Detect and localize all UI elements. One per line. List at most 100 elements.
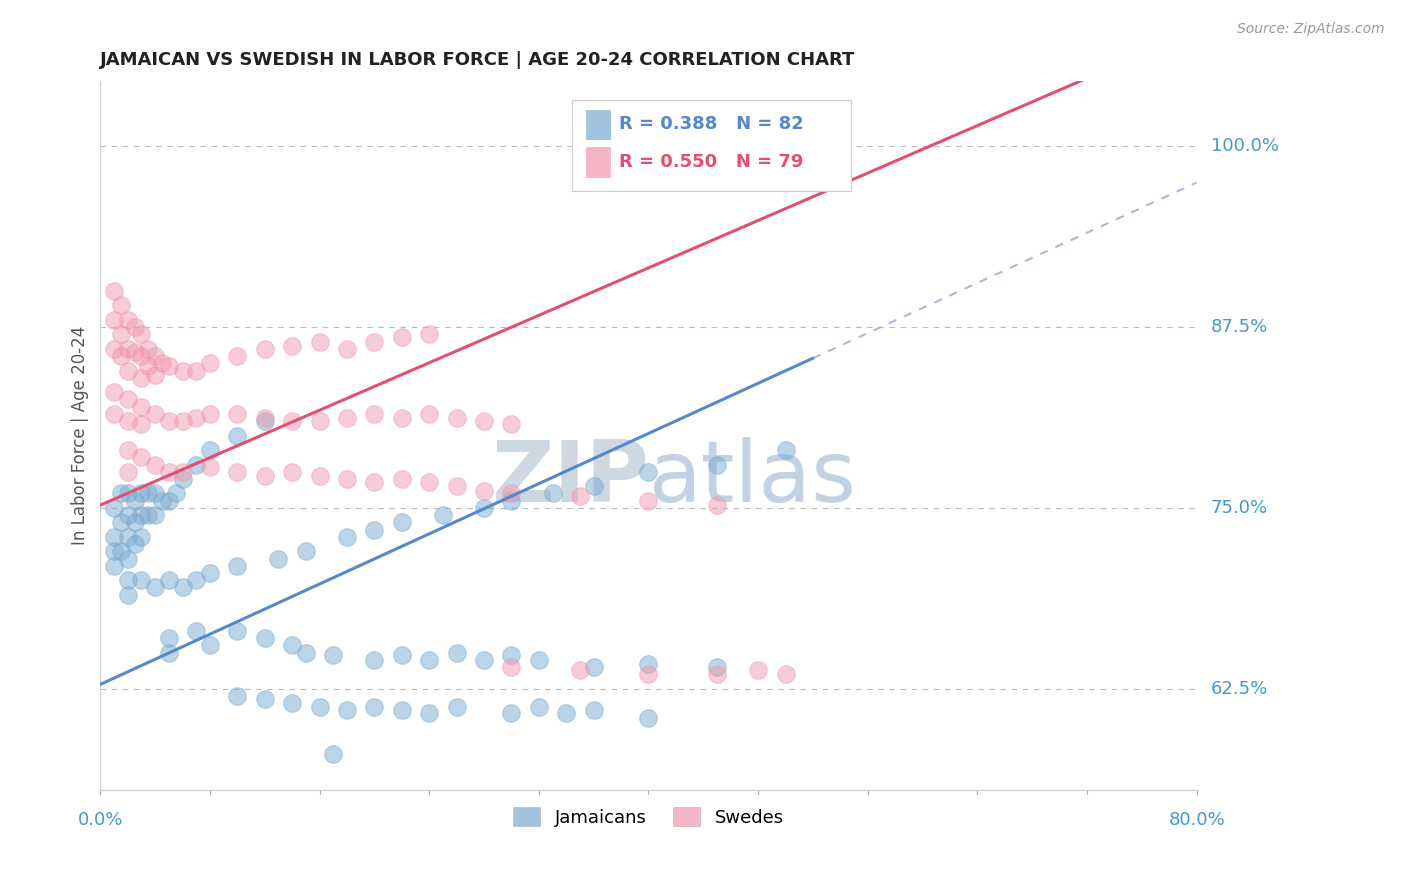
- Point: [391, 472, 413, 486]
- Text: atlas: atlas: [648, 437, 856, 520]
- Point: [117, 588, 139, 602]
- Point: [157, 465, 180, 479]
- Point: [418, 407, 440, 421]
- Text: JAMAICAN VS SWEDISH IN LABOR FORCE | AGE 20-24 CORRELATION CHART: JAMAICAN VS SWEDISH IN LABOR FORCE | AGE…: [100, 51, 856, 69]
- Point: [363, 475, 385, 489]
- Point: [363, 407, 385, 421]
- Point: [172, 465, 194, 479]
- Point: [150, 493, 173, 508]
- Point: [143, 349, 166, 363]
- Point: [472, 414, 495, 428]
- Point: [157, 359, 180, 374]
- Point: [775, 667, 797, 681]
- Point: [582, 703, 605, 717]
- Point: [281, 638, 304, 652]
- Point: [136, 486, 159, 500]
- Point: [706, 660, 728, 674]
- Point: [103, 530, 125, 544]
- Point: [103, 313, 125, 327]
- Text: 62.5%: 62.5%: [1211, 680, 1268, 698]
- Point: [472, 653, 495, 667]
- Point: [637, 667, 659, 681]
- Point: [186, 573, 208, 587]
- Point: [336, 530, 359, 544]
- Point: [775, 443, 797, 458]
- Point: [336, 342, 359, 356]
- Point: [281, 465, 304, 479]
- Point: [131, 327, 153, 342]
- Point: [143, 407, 166, 421]
- Point: [308, 700, 330, 714]
- Point: [226, 624, 249, 638]
- Point: [336, 703, 359, 717]
- Point: [527, 653, 550, 667]
- Point: [582, 660, 605, 674]
- Point: [568, 489, 591, 503]
- Point: [336, 472, 359, 486]
- Point: [391, 703, 413, 717]
- Point: [124, 344, 146, 359]
- Point: [136, 508, 159, 523]
- Point: [253, 342, 276, 356]
- Point: [172, 472, 194, 486]
- Point: [391, 411, 413, 425]
- Point: [706, 667, 728, 681]
- Point: [226, 558, 249, 573]
- Point: [172, 363, 194, 377]
- Point: [322, 747, 344, 761]
- Point: [555, 706, 578, 721]
- Point: [541, 486, 564, 500]
- Point: [110, 516, 132, 530]
- Point: [226, 428, 249, 442]
- Point: [308, 469, 330, 483]
- Point: [198, 566, 221, 580]
- Point: [501, 648, 523, 663]
- Point: [706, 498, 728, 512]
- Point: [637, 465, 659, 479]
- Point: [117, 313, 139, 327]
- Point: [157, 493, 180, 508]
- Point: [186, 411, 208, 425]
- Point: [472, 483, 495, 498]
- Point: [501, 493, 523, 508]
- Point: [391, 648, 413, 663]
- Point: [637, 710, 659, 724]
- Point: [103, 544, 125, 558]
- Point: [446, 646, 468, 660]
- Point: [117, 443, 139, 458]
- Point: [143, 581, 166, 595]
- FancyBboxPatch shape: [586, 147, 610, 177]
- Point: [391, 516, 413, 530]
- Point: [143, 458, 166, 472]
- Text: 75.0%: 75.0%: [1211, 499, 1268, 517]
- Point: [363, 653, 385, 667]
- Point: [136, 359, 159, 374]
- Point: [637, 493, 659, 508]
- Point: [117, 465, 139, 479]
- Point: [281, 414, 304, 428]
- Point: [446, 411, 468, 425]
- Point: [198, 407, 221, 421]
- Point: [253, 691, 276, 706]
- Point: [136, 342, 159, 356]
- Point: [117, 551, 139, 566]
- Point: [110, 327, 132, 342]
- Point: [110, 486, 132, 500]
- Point: [363, 700, 385, 714]
- Text: 87.5%: 87.5%: [1211, 318, 1268, 336]
- Point: [150, 356, 173, 370]
- Point: [308, 334, 330, 349]
- Point: [226, 689, 249, 703]
- Point: [124, 537, 146, 551]
- Point: [501, 417, 523, 431]
- Text: 0.0%: 0.0%: [77, 811, 124, 829]
- Text: 100.0%: 100.0%: [1211, 137, 1278, 155]
- Point: [131, 486, 153, 500]
- Point: [103, 558, 125, 573]
- Point: [124, 320, 146, 334]
- Point: [267, 551, 290, 566]
- Point: [418, 327, 440, 342]
- Point: [186, 458, 208, 472]
- Y-axis label: In Labor Force | Age 20-24: In Labor Force | Age 20-24: [72, 326, 89, 545]
- Point: [157, 573, 180, 587]
